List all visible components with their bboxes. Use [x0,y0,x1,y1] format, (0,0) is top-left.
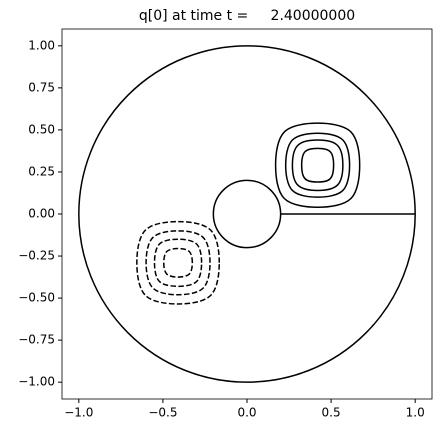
y-tick-label: 1.00 [28,38,55,52]
x-tick-label: −0.5 [148,406,177,420]
x-tick-label: −1.0 [64,406,93,420]
plot-frame [61,28,433,400]
y-tick-label: −0.25 [18,249,55,263]
contour-line [153,238,203,288]
boundary-circle [212,179,282,249]
contour-line [136,220,221,305]
y-tick-label: 0.00 [28,207,55,221]
contour-line [291,139,344,192]
x-tick-label: 0.0 [237,406,256,420]
x-tick-label: 1.0 [406,406,425,420]
y-tick-label: 0.25 [28,164,55,178]
y-tick-label: −0.50 [18,291,55,305]
contour-line [145,230,211,296]
y-tick-label: 0.75 [28,80,55,94]
chart-title: q[0] at time t = 2.40000000 [139,8,355,24]
y-tick-label: −1.00 [18,375,55,389]
x-tick-label: 0.5 [322,406,341,420]
contour-line [162,247,194,278]
y-tick-label: 0.50 [28,122,55,136]
y-tick-label: −0.75 [18,333,55,347]
contour-line [274,122,361,209]
contour-line [300,147,335,183]
contour-line [284,132,351,198]
